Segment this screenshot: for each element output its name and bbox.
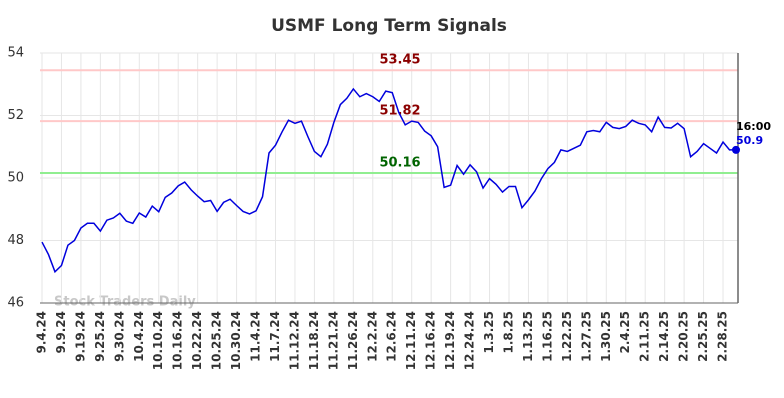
- x-tick-label: 12.16.24: [424, 311, 438, 370]
- x-tick-label: 9.9.24: [54, 311, 68, 354]
- x-tick-label: 9.19.24: [73, 311, 87, 362]
- x-tick-label: 11.12.24: [287, 311, 301, 370]
- x-tick-label: 12.19.24: [443, 311, 457, 370]
- x-tick-label: 2.28.25: [716, 311, 730, 362]
- x-tick-label: 11.21.24: [326, 311, 340, 370]
- y-tick-label: 48: [7, 233, 24, 248]
- price-line: [41, 87, 736, 274]
- x-tick-label: 10.10.24: [151, 311, 165, 370]
- x-tick-label: 12.6.24: [385, 311, 399, 362]
- x-tick-label: 1.3.25: [482, 311, 496, 354]
- reference-label: 51.82: [379, 104, 420, 119]
- x-tick-label: 10.25.24: [210, 311, 224, 370]
- x-tick-label: 11.26.24: [346, 311, 360, 370]
- x-tick-label: 11.7.24: [268, 311, 282, 362]
- x-tick-label: 2.20.25: [677, 311, 691, 362]
- x-tick-label: 10.4.24: [132, 311, 146, 362]
- x-tick-label: 2.14.25: [657, 311, 671, 362]
- x-tick-label: 1.22.25: [560, 311, 574, 362]
- x-tick-label: 12.2.24: [365, 311, 379, 362]
- watermark: Stock Traders Daily: [54, 295, 196, 310]
- x-tick-label: 1.27.25: [579, 311, 593, 362]
- x-tick-label: 2.11.25: [638, 311, 652, 362]
- x-tick-label: 2.25.25: [696, 311, 710, 362]
- x-tick-label: 10.22.24: [190, 311, 204, 370]
- last-value: 50.9: [736, 134, 763, 147]
- chart-title: USMF Long Term Signals: [271, 16, 507, 36]
- y-tick-label: 46: [7, 296, 24, 311]
- x-tick-label: 1.8.25: [501, 311, 515, 354]
- x-tick-label: 2.4.25: [618, 311, 632, 354]
- x-tick-label: 1.13.25: [521, 311, 535, 362]
- x-tick-label: 9.4.24: [35, 311, 49, 354]
- y-tick-label: 52: [7, 108, 24, 123]
- x-tick-label: 10.16.24: [171, 311, 185, 370]
- x-tick-label: 9.25.24: [93, 311, 107, 362]
- y-tick-label: 54: [7, 46, 24, 61]
- x-tick-label: 10.30.24: [229, 311, 243, 370]
- x-tick-label: 1.16.25: [540, 311, 554, 362]
- x-tick-label: 11.4.24: [249, 311, 263, 362]
- x-tick-label: 11.18.24: [307, 311, 321, 370]
- x-tick-label: 12.11.24: [404, 311, 418, 370]
- last-point: [732, 145, 740, 154]
- x-tick-label: 9.30.24: [112, 311, 126, 362]
- x-tick-label: 1.30.25: [599, 311, 613, 362]
- reference-label: 50.16: [379, 156, 420, 171]
- y-tick-label: 50: [7, 171, 24, 186]
- reference-label: 53.45: [379, 53, 420, 68]
- last-time: 16:00: [736, 120, 771, 133]
- x-tick-label: 12.24.24: [463, 311, 477, 370]
